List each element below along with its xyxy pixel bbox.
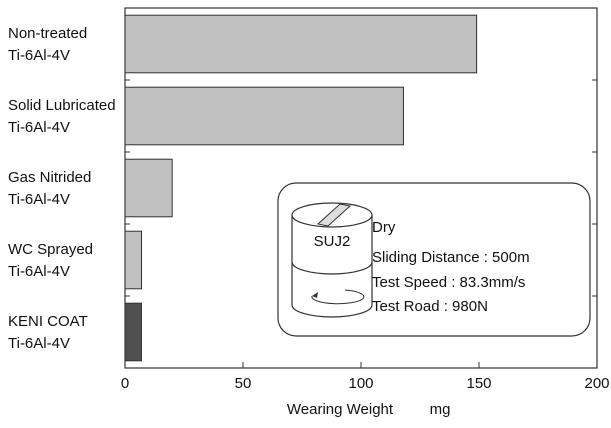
page: SUJ2 Dry Sliding Distance : 500m Test Sp… [0,0,611,428]
inset: SUJ2 Dry Sliding Distance : 500m Test Sp… [278,183,590,336]
condition: Dry [372,219,396,236]
y-tick-label: Ti-6Al-4V [8,47,70,64]
y-tick-label: Gas Nitrided [8,169,91,186]
x-axis-label: Wearing Weight [287,401,394,418]
x-tick-label: 100 [348,375,373,392]
bar [125,303,142,361]
x-tick-label: 0 [121,375,129,392]
bar [125,159,172,217]
x-tick-label: 150 [466,375,491,392]
x-axis-unit: mg [430,401,451,418]
y-tick-label: Solid Lubricated [8,97,116,114]
condition: Test Road : 980N [372,298,488,315]
y-tick-label: Ti-6Al-4V [8,335,70,352]
y-tick-label: Ti-6Al-4V [8,119,70,136]
y-tick-label: KENI COAT [8,313,88,330]
y-tick-label: Ti-6Al-4V [8,263,70,280]
y-tick-label: Ti-6Al-4V [8,191,70,208]
specimen-label: SUJ2 [314,233,351,250]
bar [125,15,477,73]
x-tick-label: 200 [584,375,609,392]
bar [125,87,403,145]
chart: SUJ2 Dry Sliding Distance : 500m Test Sp… [0,0,611,423]
y-tick-label: Non-treated [8,25,87,42]
condition: Test Speed : 83.3mm/s [372,274,525,291]
y-tick-label: WC Sprayed [8,241,93,258]
condition: Sliding Distance : 500m [372,249,530,266]
x-tick-label: 50 [235,375,252,392]
bar [125,231,142,289]
